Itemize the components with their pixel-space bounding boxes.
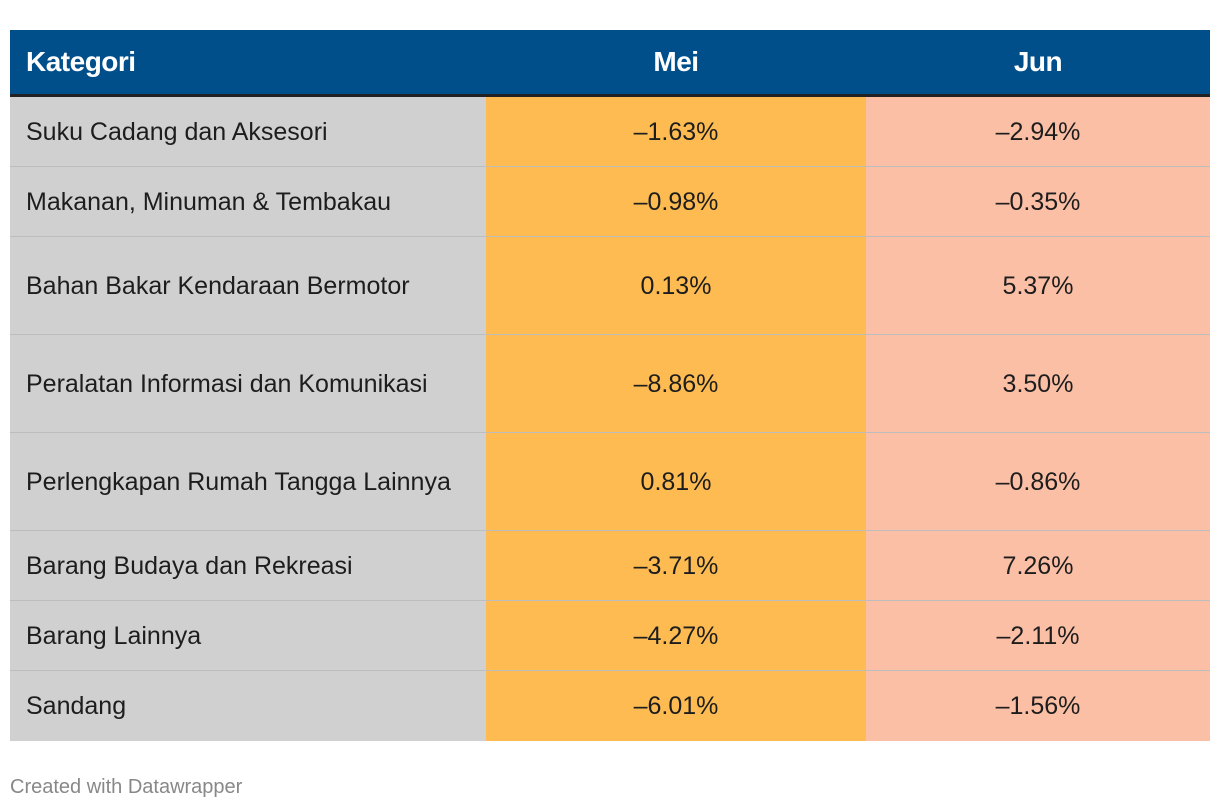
kategori-cell: Makanan, Minuman & Tembakau — [10, 166, 486, 237]
kategori-cell: Bahan Bakar Kendaraan Bermotor — [10, 236, 486, 335]
table-row: Suku Cadang dan Aksesori –1.63% –2.94% — [10, 95, 1210, 167]
mei-value-cell: 0.13% — [486, 236, 866, 335]
kategori-cell: Barang Budaya dan Rekreasi — [10, 530, 486, 601]
mei-value-cell: –8.86% — [486, 334, 866, 433]
kategori-cell: Barang Lainnya — [10, 600, 486, 671]
jun-value-cell: –2.94% — [866, 95, 1210, 167]
table-row: Peralatan Informasi dan Komunikasi –8.86… — [10, 334, 1210, 433]
jun-value-cell: –1.56% — [866, 670, 1210, 741]
mei-value-cell: –1.63% — [486, 95, 866, 167]
table-row: Sandang –6.01% –1.56% — [10, 670, 1210, 741]
data-table-container: Kategori Mei Jun Suku Cadang dan Aksesor… — [10, 30, 1210, 741]
table-row: Barang Lainnya –4.27% –2.11% — [10, 600, 1210, 671]
kategori-cell: Peralatan Informasi dan Komunikasi — [10, 334, 486, 433]
mei-value-cell: 0.81% — [486, 432, 866, 531]
jun-value-cell: 5.37% — [866, 236, 1210, 335]
table-row: Bahan Bakar Kendaraan Bermotor 0.13% 5.3… — [10, 236, 1210, 335]
column-header-jun: Jun — [866, 30, 1210, 97]
kategori-cell: Sandang — [10, 670, 486, 741]
jun-value-cell: 7.26% — [866, 530, 1210, 601]
column-header-kategori: Kategori — [10, 30, 486, 97]
jun-value-cell: 3.50% — [866, 334, 1210, 433]
jun-value-cell: –0.86% — [866, 432, 1210, 531]
mei-value-cell: –0.98% — [486, 166, 866, 237]
jun-value-cell: –2.11% — [866, 600, 1210, 671]
data-table: Kategori Mei Jun Suku Cadang dan Aksesor… — [10, 30, 1210, 741]
mei-value-cell: –3.71% — [486, 530, 866, 601]
column-header-mei: Mei — [486, 30, 866, 97]
mei-value-cell: –6.01% — [486, 670, 866, 741]
table-header-row: Kategori Mei Jun — [10, 30, 1210, 97]
jun-value-cell: –0.35% — [866, 166, 1210, 237]
mei-value-cell: –4.27% — [486, 600, 866, 671]
table-row: Makanan, Minuman & Tembakau –0.98% –0.35… — [10, 166, 1210, 237]
kategori-cell: Perlengkapan Rumah Tangga Lainnya — [10, 432, 486, 531]
kategori-cell: Suku Cadang dan Aksesori — [10, 95, 486, 167]
table-row: Barang Budaya dan Rekreasi –3.71% 7.26% — [10, 530, 1210, 601]
datawrapper-credit: Created with Datawrapper — [10, 776, 243, 798]
table-row: Perlengkapan Rumah Tangga Lainnya 0.81% … — [10, 432, 1210, 531]
